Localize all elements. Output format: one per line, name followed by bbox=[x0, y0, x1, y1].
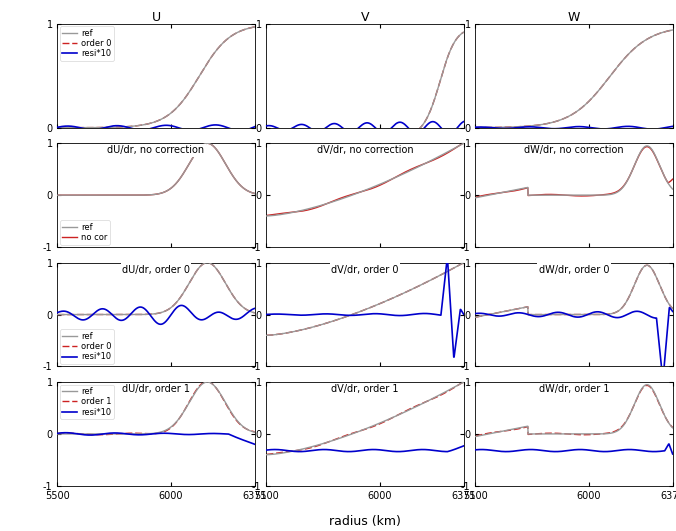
Legend: ref, no cor: ref, no cor bbox=[60, 220, 110, 245]
Text: dU/dr, order 0: dU/dr, order 0 bbox=[122, 265, 190, 275]
Text: dW/dr, order 0: dW/dr, order 0 bbox=[539, 265, 609, 275]
Title: V: V bbox=[361, 11, 369, 24]
Legend: ref, order 0, resi*10: ref, order 0, resi*10 bbox=[60, 329, 114, 364]
Legend: ref, order 1, resi*10: ref, order 1, resi*10 bbox=[60, 384, 114, 419]
Text: dV/dr, no correction: dV/dr, no correction bbox=[317, 145, 413, 156]
Title: W: W bbox=[568, 11, 580, 24]
Text: dW/dr, no correction: dW/dr, no correction bbox=[524, 145, 624, 156]
Text: dV/dr, order 1: dV/dr, order 1 bbox=[331, 384, 399, 394]
Legend: ref, order 0, resi*10: ref, order 0, resi*10 bbox=[60, 27, 114, 61]
Text: dU/dr, no correction: dU/dr, no correction bbox=[107, 145, 205, 156]
Text: dU/dr, order 1: dU/dr, order 1 bbox=[122, 384, 190, 394]
Text: radius (km): radius (km) bbox=[329, 516, 401, 528]
Text: dW/dr, order 1: dW/dr, order 1 bbox=[539, 384, 609, 394]
Text: dV/dr, order 0: dV/dr, order 0 bbox=[331, 265, 399, 275]
Title: U: U bbox=[151, 11, 161, 24]
